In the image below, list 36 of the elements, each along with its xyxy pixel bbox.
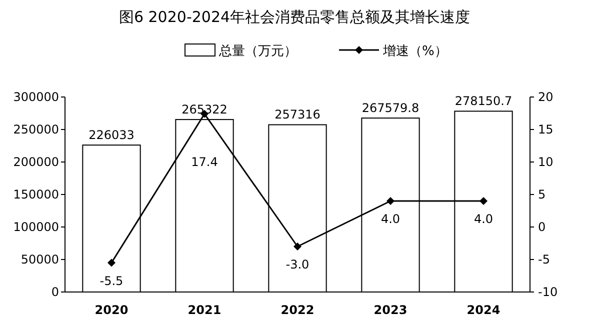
data-label: 4.0 <box>380 212 400 226</box>
data-label: 267579.8 <box>362 101 420 116</box>
y-tick-label: 100000 <box>13 220 59 234</box>
legend-label: 增速（%） <box>382 44 448 59</box>
x-tick-label: 2020 <box>94 303 128 317</box>
chart-title: 图6 2020-2024年社会消费品零售总额及其增长速度 <box>118 8 470 26</box>
x-tick-label: 2022 <box>280 303 314 317</box>
data-label: 17.4 <box>191 154 218 169</box>
data-label: 226033 <box>88 128 134 142</box>
y-tick-label: 250000 <box>13 122 59 136</box>
point <box>294 242 302 250</box>
data-label: 265322 <box>182 102 228 117</box>
y2-tick-label: 10 <box>538 155 554 169</box>
x-tick-label: 2023 <box>374 303 408 317</box>
y-tick-label: 300000 <box>13 90 59 104</box>
y-tick-label: 150000 <box>13 188 59 202</box>
data-label: -5.5 <box>100 274 124 288</box>
y-tick-label: 0 <box>51 285 59 299</box>
y-tick-label: 200000 <box>13 155 59 169</box>
point <box>386 197 394 205</box>
x-tick-label: 2024 <box>466 303 500 317</box>
legend-label: 总量（万元） <box>218 44 297 59</box>
data-label: 257316 <box>274 108 320 122</box>
y2-tick-label: -5 <box>538 252 550 266</box>
data-label: -3.0 <box>286 258 310 272</box>
y2-tick-label: -10 <box>538 285 558 299</box>
data-label: 278150.7 <box>454 94 512 108</box>
y2-tick-label: 5 <box>538 188 546 202</box>
data-label: 4.0 <box>474 212 494 226</box>
point <box>480 197 488 205</box>
point <box>108 258 116 267</box>
y-tick-label: 50000 <box>20 252 59 266</box>
y2-tick-label: 0 <box>538 220 546 234</box>
x-tick-label: 2021 <box>188 303 222 317</box>
y2-tick-label: 15 <box>538 122 554 136</box>
y2-tick-label: 20 <box>538 90 554 104</box>
